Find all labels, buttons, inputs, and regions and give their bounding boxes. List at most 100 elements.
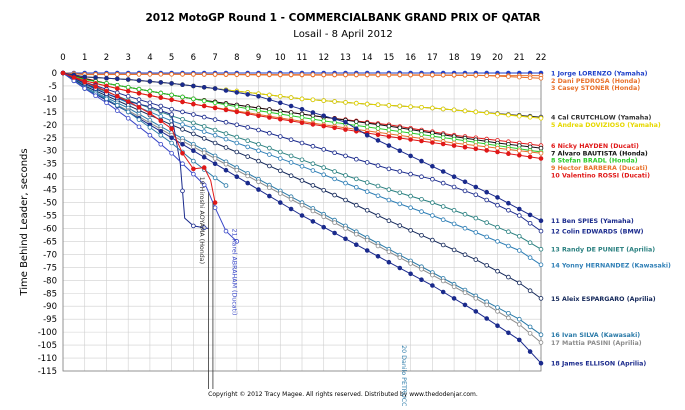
lap-marker [82,86,87,91]
lap-marker [136,97,142,102]
lap-marker [473,184,479,190]
lap-marker [212,156,218,161]
lap-marker [473,192,479,198]
y-tick-label: -35 [43,160,57,170]
lap-marker [212,140,218,146]
lap-marker [484,73,490,78]
lap-marker [430,200,435,205]
y-tick-label: -75 [43,263,57,273]
lap-marker [386,166,392,172]
chart-footer: Copyright © 2012 Tracy Magee. All rights… [208,391,478,398]
lap-marker [201,103,207,109]
x-tick-label: 11 [297,53,308,63]
lap-marker [234,90,240,95]
lap-marker [267,145,272,151]
lap-marker [386,103,392,108]
lap-marker [527,154,533,160]
series-19 [60,70,209,231]
series-21 [60,70,240,244]
y-tick-label: -5 [49,82,57,92]
lap-marker [147,110,153,116]
legend-label: 4 Cal CRUTCHLOW (Yamaha) [551,115,651,122]
lap-marker [516,153,522,158]
lap-marker [158,142,164,147]
chart-title: 2012 MotoGP Round 1 - COMMERCIALBANK GRA… [145,12,540,24]
lap-marker [234,109,240,115]
lap-marker [136,105,142,110]
lap-marker [310,161,316,167]
retired-rider-label: 20 Danilo PETRUCCI (Ioda) [400,345,407,406]
lap-marker [310,116,316,122]
lap-marker [408,171,413,177]
lap-marker [93,84,98,89]
lap-marker [158,103,164,109]
lap-marker [288,206,294,212]
lap-marker [201,72,207,77]
y-tick-label: -30 [43,147,57,157]
lap-marker [299,115,305,120]
lap-marker [332,192,337,198]
lap-marker [440,169,446,174]
lap-marker [245,154,251,159]
lap-marker [212,117,218,122]
lap-marker [245,92,251,97]
legend-label: 2 Dani PEDROSA (Honda) [551,78,641,85]
lap-marker [386,249,392,255]
lap-marker [277,191,283,196]
lap-marker [201,114,207,120]
lap-marker [299,140,305,146]
lap-marker [408,205,413,211]
lap-marker [191,96,196,102]
lap-marker [375,253,381,259]
lap-marker [397,103,403,109]
lap-marker [288,173,294,179]
lap-marker [473,230,479,235]
lap-marker [201,124,207,129]
lap-marker [223,136,229,142]
lap-marker [169,72,174,77]
lap-marker [180,151,185,156]
lap-marker [440,204,446,209]
lap-marker [125,99,131,104]
lap-marker [191,131,196,137]
lap-marker [462,188,468,194]
lap-marker [267,97,272,102]
lap-marker [169,107,174,112]
lap-marker [462,290,468,295]
lap-marker [473,109,479,115]
lap-marker [277,200,283,205]
lap-marker [310,208,316,214]
legend-label: 10 Valentino ROSSI (Ducati) [551,172,650,179]
lap-marker [408,228,413,233]
lap-marker [527,212,533,218]
lap-marker [506,208,511,213]
lap-marker [343,173,348,178]
lap-marker [288,197,294,202]
lap-marker [451,184,457,190]
lap-marker [321,224,327,230]
lap-marker [495,224,500,230]
lap-marker [495,239,500,244]
lap-marker [310,143,316,149]
lap-marker [158,90,164,96]
lap-marker [397,265,403,271]
lap-marker [538,116,544,121]
series-11 [60,70,544,224]
lap-marker [375,243,381,249]
lap-marker [299,213,305,218]
lap-marker [299,164,305,169]
lap-marker [277,149,283,155]
lap-marker [191,148,196,154]
lap-marker [397,255,403,260]
lap-marker [375,126,381,131]
lap-marker [223,102,229,107]
legend-label: 16 Ivan SILVA (Kawasaki) [551,332,640,339]
lap-marker [538,156,544,161]
lap-marker [397,169,403,174]
lap-marker [506,151,511,157]
lap-marker [495,309,500,314]
lap-marker [397,135,403,141]
lap-marker [419,266,424,272]
lap-marker [234,149,240,155]
lap-marker [267,193,272,199]
